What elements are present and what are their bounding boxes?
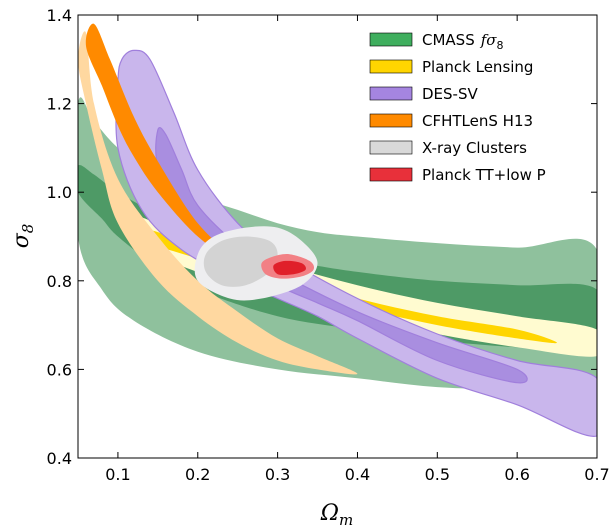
cmass-f-8-inner-contour <box>78 164 597 356</box>
y-tick-label: 0.8 <box>47 272 72 291</box>
y-tick-label: 1.2 <box>47 95 72 114</box>
x-tick-label: 0.2 <box>185 465 210 484</box>
cfhtlens-h13-outer-contour <box>78 31 358 375</box>
plot-frame <box>77 14 598 459</box>
x-axis-label: Ωm <box>320 501 353 527</box>
x-tick-label: 0.7 <box>584 465 609 484</box>
y-tick-label: 1.4 <box>47 6 72 25</box>
legend-swatch-planck-tt-low-p <box>369 167 413 182</box>
y-axis-label: σ8 <box>9 224 37 249</box>
legend-swatch-cmass-f-8 <box>369 32 413 47</box>
planck-lensing-outer-contour <box>121 213 597 357</box>
x-tick-label: 0.1 <box>105 465 130 484</box>
x-tick-label: 0.4 <box>345 465 370 484</box>
legend-label-des-sv: DES-SV <box>422 85 478 103</box>
legend-label-x-ray-clusters: X-ray Clusters <box>422 139 527 157</box>
planck-tt-low-p-inner-contour <box>273 260 307 276</box>
legend: CMASS fσ8 Planck Lensing DES-SV CFHTLenS H13… <box>369 31 546 184</box>
legend-swatch-cfhtlens-h13 <box>369 113 413 128</box>
legend-swatch-des-sv <box>369 86 413 101</box>
legend-label-planck-tt-low-p: Planck TT+low P <box>422 166 546 184</box>
y-tick-label: 0.6 <box>47 360 72 379</box>
cfhtlens-h13-inner-contour <box>85 23 262 268</box>
y-tick-label: 0.4 <box>47 449 72 468</box>
axis-ticks: 0.1 0.2 0.3 0.4 0.5 0.6 0.7 0.4 0.6 0.8 1.0 1.2 1.4 <box>47 6 610 484</box>
legend-label-cmass-f-8: CMASS fσ8 <box>422 31 504 52</box>
x-tick-label: 0.5 <box>425 465 450 484</box>
x-tick-label: 0.3 <box>265 465 290 484</box>
contour-layer <box>78 23 597 437</box>
legend-label-planck-lensing: Planck Lensing <box>422 58 533 76</box>
legend-swatch-x-ray-clusters <box>369 140 413 155</box>
y-tick-label: 1.0 <box>47 183 72 202</box>
legend-swatch-planck-lensing <box>369 59 413 74</box>
x-ray-clusters-inner-contour <box>203 236 278 287</box>
x-tick-label: 0.6 <box>504 465 529 484</box>
legend-label-cfhtlens-h13: CFHTLenS H13 <box>422 112 533 130</box>
